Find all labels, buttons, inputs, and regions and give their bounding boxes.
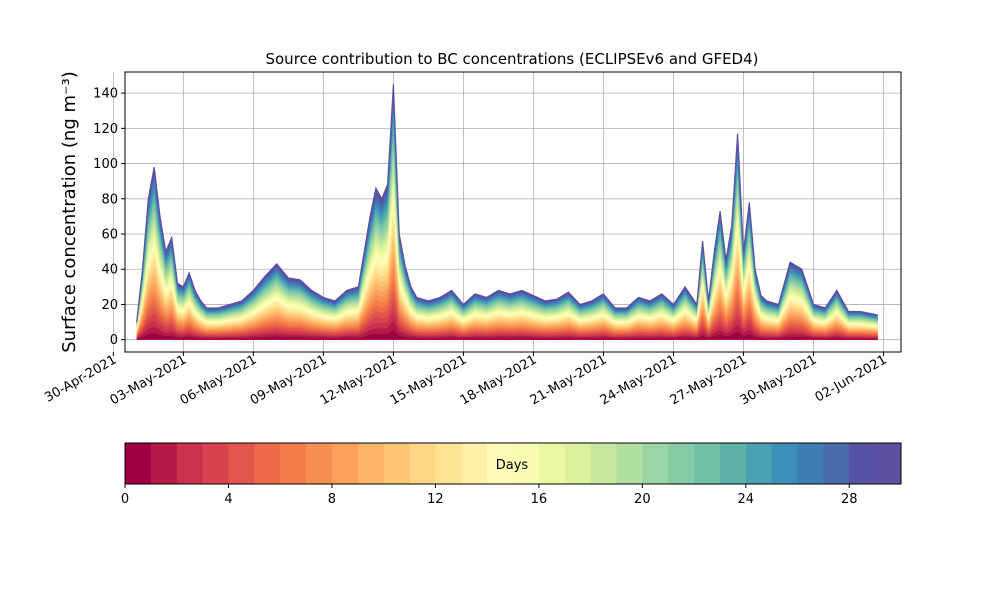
plot-frame — [124, 71, 902, 353]
y-tick-label: 40 — [101, 263, 118, 278]
colorbar-swatch — [228, 443, 255, 484]
colorbar-tick-label: 0 — [121, 492, 129, 507]
colorbar-swatch — [590, 443, 617, 484]
x-tick-label: 21-May-2021 — [528, 352, 610, 408]
colorbar-swatch — [616, 443, 643, 484]
colorbar-swatch — [745, 443, 773, 484]
x-tick-label: 27-May-2021 — [668, 352, 750, 408]
colorbar-ticks: 0 4 8 12 16 20 24 28 — [121, 484, 858, 507]
x-tick-label: 06-May-2021 — [178, 352, 260, 408]
x-tick-label: 15-May-2021 — [388, 352, 470, 408]
x-tick-label: 12-May-2021 — [318, 352, 400, 408]
x-tick-label: 30-Apr-2021 — [42, 352, 119, 405]
x-tick-label: 24-May-2021 — [598, 352, 680, 408]
colorbar-swatch — [150, 443, 178, 484]
colorbar — [125, 443, 902, 484]
colorbar-swatch — [564, 443, 592, 484]
x-tick-label: 09-May-2021 — [248, 352, 330, 408]
colorbar-swatch — [383, 443, 411, 484]
y-tick-label: 80 — [101, 192, 118, 207]
y-tick-label: 0 — [110, 333, 118, 348]
colorbar-swatch — [357, 443, 385, 484]
y-tick-label: 60 — [101, 228, 118, 243]
colorbar-frame — [124, 442, 902, 485]
x-tick-label: 02-Jun-2021 — [813, 352, 890, 405]
colorbar-swatch — [642, 443, 669, 484]
y-tick-label: 20 — [101, 298, 118, 313]
y-axis: 0 20 40 60 80 100 120 140 — [93, 87, 125, 348]
y-tick-label: 120 — [93, 122, 118, 137]
colorbar-swatch — [538, 443, 566, 484]
colorbar-swatch — [771, 443, 799, 484]
colorbar-swatch — [254, 443, 281, 484]
colorbar-swatch — [849, 443, 876, 484]
colorbar-swatch — [409, 443, 436, 484]
stacked-areas — [136, 84, 878, 340]
colorbar-tick-label: 4 — [224, 492, 232, 507]
age-band-0 — [136, 329, 878, 340]
y-tick-label: 100 — [93, 157, 118, 172]
colorbar-swatch — [125, 443, 152, 484]
colorbar-swatch — [823, 443, 850, 484]
colorbar-swatch — [719, 443, 747, 484]
x-tick-label: 18-May-2021 — [458, 352, 540, 408]
colorbar-swatch — [280, 443, 307, 484]
colorbar-tick-label: 24 — [738, 492, 755, 507]
colorbar-swatch — [306, 443, 333, 484]
total-envelope — [136, 84, 878, 323]
colorbar-tick-label: 28 — [841, 492, 858, 507]
colorbar-swatch — [668, 443, 695, 484]
colorbar-tick-label: 16 — [531, 492, 548, 507]
colorbar-label: Days — [496, 458, 529, 473]
colorbar-swatch — [435, 443, 462, 484]
x-tick-label: 30-May-2021 — [738, 352, 820, 408]
colorbar-swatch — [487, 443, 514, 484]
colorbar-swatch — [202, 443, 229, 484]
colorbar-swatch — [331, 443, 359, 484]
chart-title: Source contribution to BC concentrations… — [265, 50, 758, 68]
x-tick-label: 03-May-2021 — [108, 352, 190, 408]
colorbar-swatch — [694, 443, 721, 484]
total-line — [136, 84, 878, 323]
x-axis: 30-Apr-202103-May-202106-May-202109-May-… — [42, 352, 889, 408]
colorbar-tick-label: 20 — [634, 492, 651, 507]
colorbar-tick-label: 12 — [427, 492, 444, 507]
y-tick-label: 140 — [93, 87, 118, 102]
y-axis-label: Surface concentration (ng m⁻³) — [59, 71, 80, 353]
colorbar-swatch — [875, 443, 902, 484]
colorbar-swatch — [176, 443, 204, 484]
colorbar-swatch — [513, 443, 540, 484]
colorbar-swatch — [797, 443, 824, 484]
colorbar-tick-label: 8 — [328, 492, 336, 507]
colorbar-swatch — [461, 443, 488, 484]
